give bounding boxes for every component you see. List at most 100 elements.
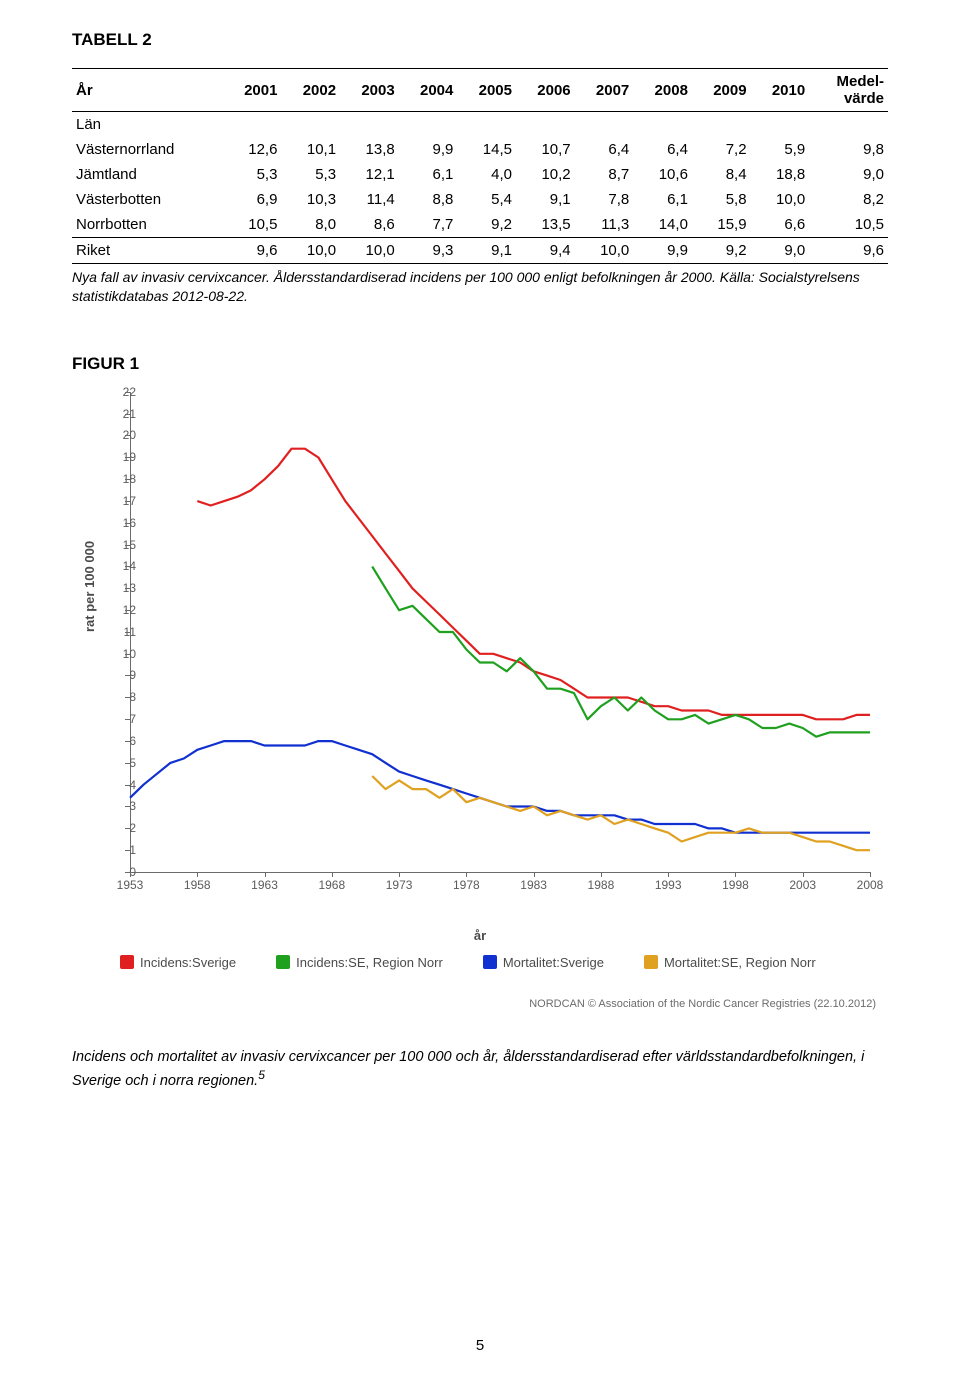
- y-tick: 22: [106, 385, 136, 399]
- y-tick: 15: [106, 538, 136, 552]
- page-number: 5: [0, 1337, 960, 1354]
- x-tick: 1958: [184, 878, 211, 892]
- chart-lines: [130, 392, 870, 872]
- cell: 9,8: [809, 137, 888, 162]
- section-lan: Län: [72, 112, 888, 138]
- x-tick: 1983: [520, 878, 547, 892]
- legend-label: Incidens:Sverige: [140, 955, 236, 970]
- legend-swatch: [276, 955, 290, 969]
- x-tick: 1998: [722, 878, 749, 892]
- col-2006: 2006: [516, 69, 575, 112]
- x-tick: 2008: [857, 878, 884, 892]
- cell: 9,4: [516, 238, 575, 264]
- col-ar: År: [72, 69, 223, 112]
- cell: 14,5: [457, 137, 516, 162]
- chart-attribution: NORDCAN © Association of the Nordic Canc…: [80, 998, 880, 1010]
- x-tick: 1993: [655, 878, 682, 892]
- cell: 6,1: [633, 187, 692, 212]
- section-lan-label: Län: [72, 112, 888, 138]
- table-caption: Nya fall av invasiv cervixcancer. Ålders…: [72, 268, 888, 306]
- series-line: [372, 566, 870, 736]
- cell: 12,1: [340, 162, 399, 187]
- x-tick: 1968: [318, 878, 345, 892]
- series-line: [130, 741, 870, 833]
- col-2004: 2004: [399, 69, 458, 112]
- y-tick: 20: [106, 428, 136, 442]
- cell: 9,9: [633, 238, 692, 264]
- cell: 8,0: [281, 212, 340, 238]
- y-tick: 4: [106, 778, 136, 792]
- cell: 9,9: [399, 137, 458, 162]
- cell: 10,6: [633, 162, 692, 187]
- y-tick: 14: [106, 559, 136, 573]
- figure-caption-sup: 5: [258, 1068, 265, 1082]
- table-header-row: År 2001 2002 2003 2004 2005 2006 2007 20…: [72, 69, 888, 112]
- cell: 6,4: [575, 137, 634, 162]
- row-label: Norrbotten: [72, 212, 223, 238]
- legend-label: Mortalitet:Sverige: [503, 955, 604, 970]
- cell: 10,1: [281, 137, 340, 162]
- table-row: Västerbotten6,910,311,48,85,49,17,86,15,…: [72, 187, 888, 212]
- y-tick: 18: [106, 472, 136, 486]
- y-tick: 12: [106, 603, 136, 617]
- col-2007: 2007: [575, 69, 634, 112]
- col-2005: 2005: [457, 69, 516, 112]
- y-tick: 1: [106, 843, 136, 857]
- cell: 11,4: [340, 187, 399, 212]
- y-tick: 3: [106, 799, 136, 813]
- y-tick: 0: [106, 865, 136, 879]
- legend-swatch: [644, 955, 658, 969]
- cell: 18,8: [751, 162, 810, 187]
- chart: rat per 100 000 012345678910111213141516…: [80, 382, 880, 1010]
- legend-item: Mortalitet:Sverige: [483, 955, 604, 970]
- row-label: Västerbotten: [72, 187, 223, 212]
- cell: 13,8: [340, 137, 399, 162]
- x-tick: 2003: [789, 878, 816, 892]
- cell: 10,7: [516, 137, 575, 162]
- cell: 9,1: [457, 238, 516, 264]
- col-2009: 2009: [692, 69, 751, 112]
- col-medel: Medel- värde: [809, 69, 888, 112]
- table-title: TABELL 2: [72, 30, 888, 50]
- cell: 6,9: [223, 187, 282, 212]
- cell: 9,0: [809, 162, 888, 187]
- legend-item: Mortalitet:SE, Region Norr: [644, 955, 816, 970]
- cell: 10,0: [751, 187, 810, 212]
- cell: 10,2: [516, 162, 575, 187]
- legend-item: Incidens:Sverige: [120, 955, 236, 970]
- x-tick: 1953: [117, 878, 144, 892]
- cell: 6,4: [633, 137, 692, 162]
- cell: 9,2: [457, 212, 516, 238]
- figure-caption: Incidens och mortalitet av invasiv cervi…: [72, 1048, 888, 1092]
- cell: 10,5: [809, 212, 888, 238]
- cell: 9,6: [223, 238, 282, 264]
- cell: 9,0: [751, 238, 810, 264]
- y-tick: 2: [106, 821, 136, 835]
- y-tick: 11: [106, 625, 136, 639]
- legend-item: Incidens:SE, Region Norr: [276, 955, 443, 970]
- legend-label: Mortalitet:SE, Region Norr: [664, 955, 816, 970]
- cell: 5,3: [223, 162, 282, 187]
- cell: 5,3: [281, 162, 340, 187]
- x-tick: 1973: [386, 878, 413, 892]
- cell: 6,6: [751, 212, 810, 238]
- cell: 7,7: [399, 212, 458, 238]
- x-tick: 1978: [453, 878, 480, 892]
- cell: 6,1: [399, 162, 458, 187]
- table-row: Jämtland5,35,312,16,14,010,28,710,68,418…: [72, 162, 888, 187]
- figure-caption-text: Incidens och mortalitet av invasiv cervi…: [72, 1049, 864, 1089]
- x-axis-label: år: [80, 928, 880, 943]
- legend-label: Incidens:SE, Region Norr: [296, 955, 443, 970]
- legend-swatch: [483, 955, 497, 969]
- cell: 5,9: [751, 137, 810, 162]
- y-tick: 8: [106, 690, 136, 704]
- series-line: [197, 448, 870, 719]
- y-axis-label: rat per 100 000: [82, 541, 97, 632]
- cell: 10,0: [575, 238, 634, 264]
- x-tick: 1988: [588, 878, 615, 892]
- cell: 9,1: [516, 187, 575, 212]
- row-label: Jämtland: [72, 162, 223, 187]
- legend: Incidens:Sverige Incidens:SE, Region Norr…: [80, 955, 880, 970]
- cell: 10,3: [281, 187, 340, 212]
- y-tick: 21: [106, 407, 136, 421]
